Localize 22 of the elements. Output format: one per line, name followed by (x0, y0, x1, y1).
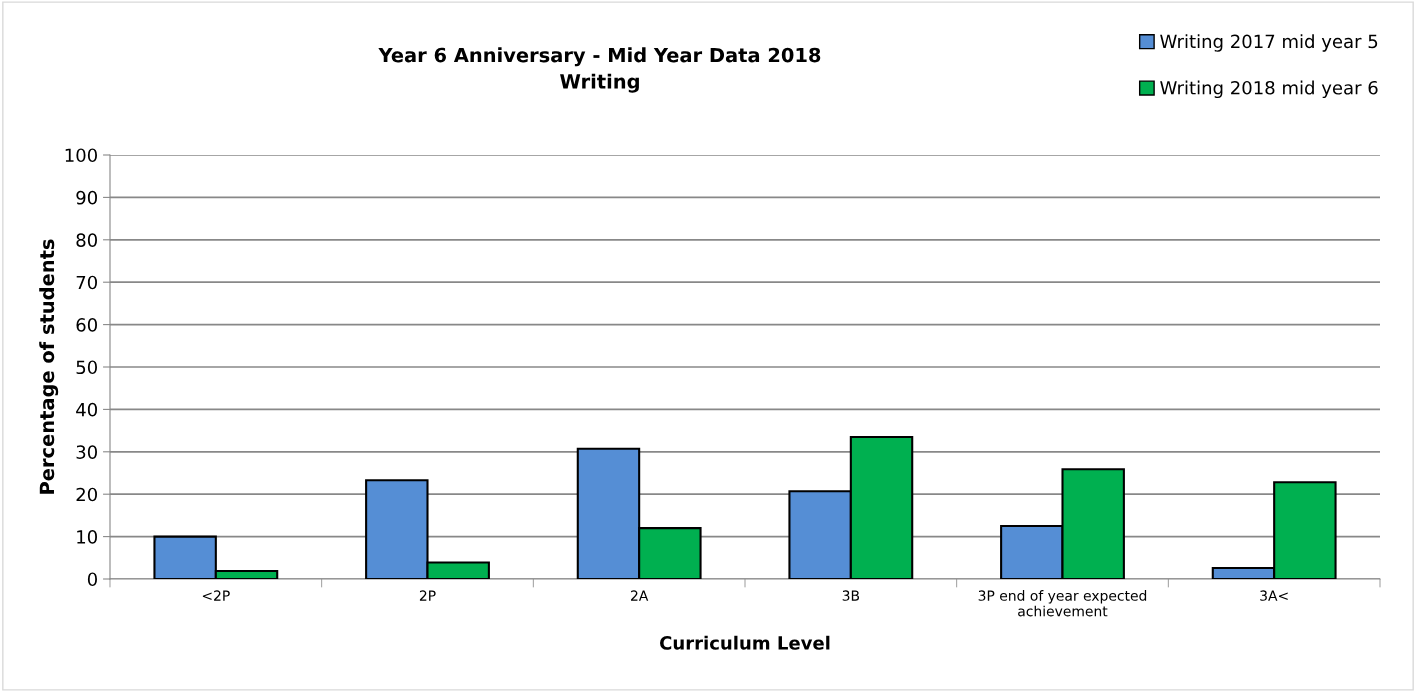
y-tick-label: 20 (76, 487, 97, 502)
x-tick-label: <2P (202, 590, 230, 601)
y-tick-label: 0 (87, 572, 97, 587)
y-tick-label: 60 (76, 318, 97, 332)
y-tick-label: 90 (76, 190, 97, 205)
y-tick-label: 30 (76, 445, 97, 459)
x-tick-label: 3P end of year expected achievement (978, 590, 1147, 617)
y-axis-title: Percentage of students (39, 239, 59, 494)
y-tick-label: 40 (76, 402, 97, 417)
y-tick-label: 70 (76, 275, 97, 290)
chart-title: Year 6 Anniversary - Mid Year Data 2018 Writing (378, 47, 821, 93)
legend-label: Writing 2018 mid year 6 (1160, 80, 1378, 99)
y-tick-label: 100 (65, 148, 97, 163)
x-tick-label: 2P (419, 590, 436, 601)
y-tick-label: 10 (77, 530, 97, 544)
x-tick-label: 3B (842, 590, 860, 601)
x-tick-label: 3A< (1260, 590, 1288, 601)
x-tick-label: 2A (631, 590, 649, 601)
legend-label: Writing 2017 mid year 5 (1160, 34, 1378, 52)
y-tick-label: 80 (76, 233, 97, 247)
y-tick-label: 50 (76, 360, 97, 375)
x-axis-title: Curriculum Level (660, 635, 830, 650)
